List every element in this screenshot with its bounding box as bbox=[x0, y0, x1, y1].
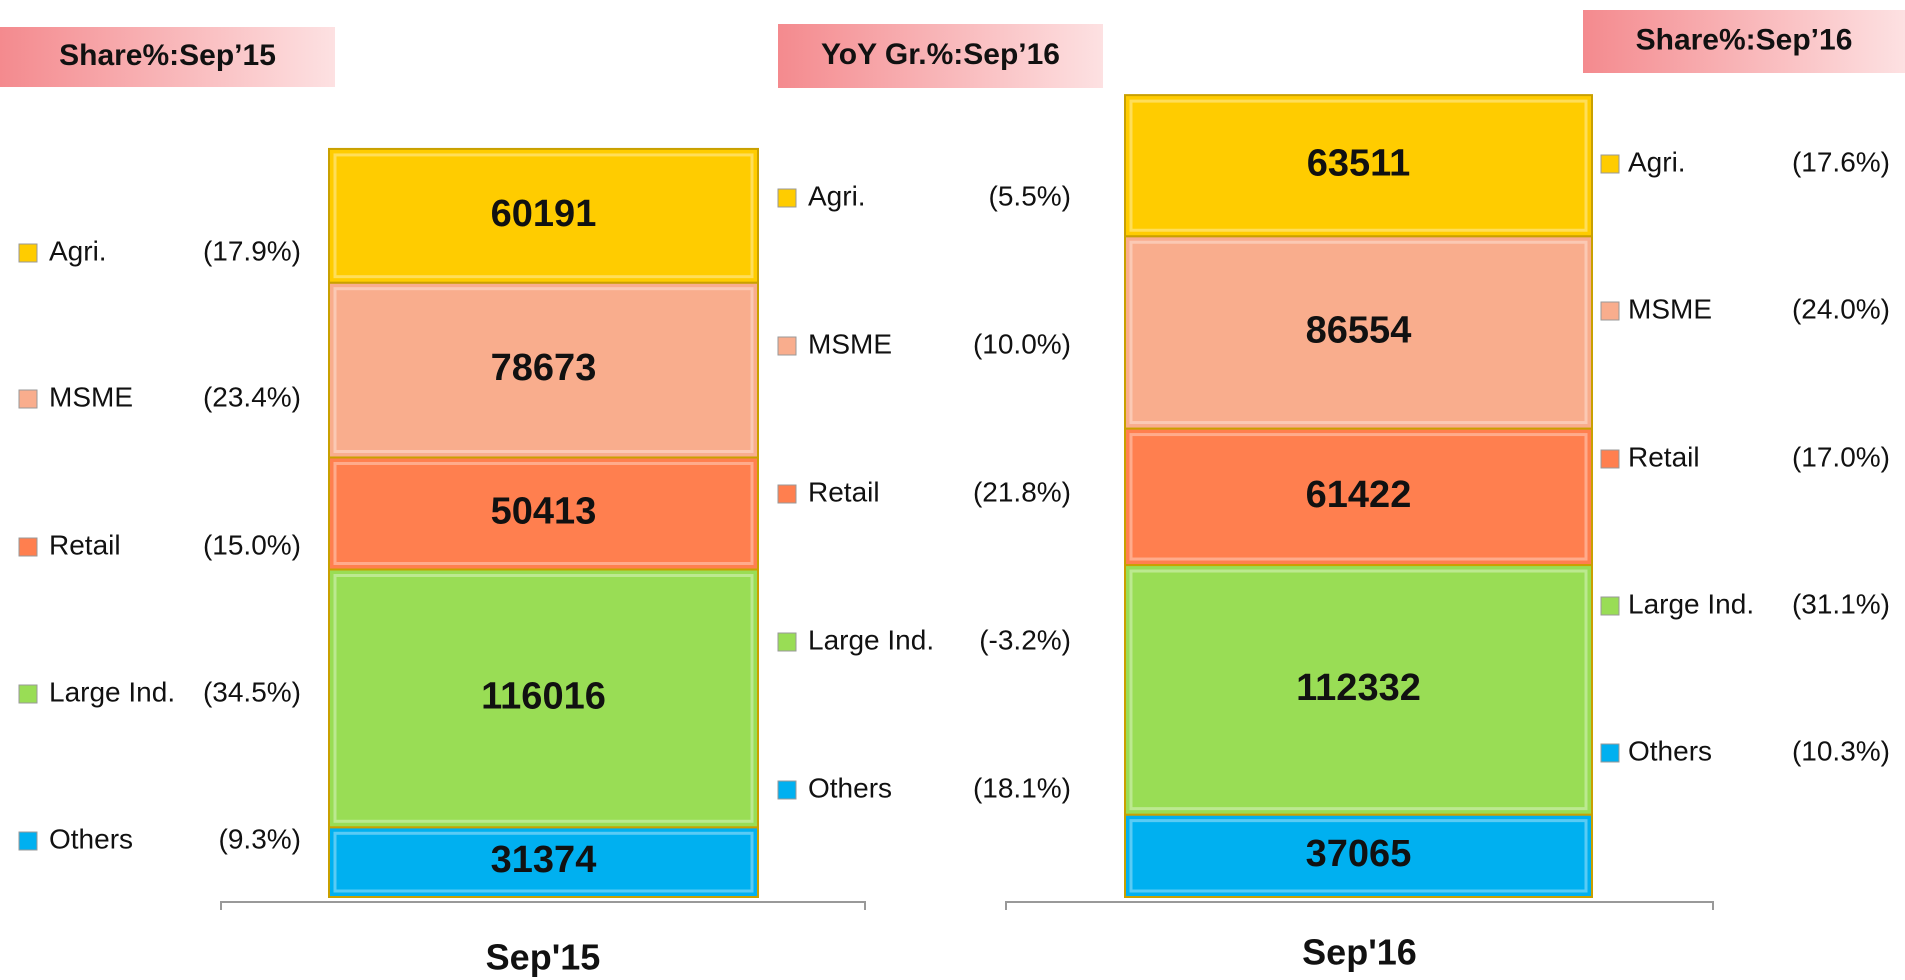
legend-marker bbox=[777, 336, 797, 356]
panel-header bbox=[0, 27, 335, 87]
legend-value: (17.0%) bbox=[1792, 441, 1890, 472]
bar-segment bbox=[1124, 427, 1593, 567]
legend-marker bbox=[1600, 154, 1620, 174]
legend-marker bbox=[1600, 449, 1620, 469]
panel-header bbox=[778, 24, 1103, 88]
legend-value: (10.0%) bbox=[973, 328, 1071, 359]
legend-value: (21.8%) bbox=[973, 476, 1071, 507]
legend-name: Retail bbox=[49, 529, 121, 560]
legend-name: Retail bbox=[1628, 441, 1700, 472]
panel-header bbox=[1583, 10, 1905, 73]
bar-segment bbox=[1124, 94, 1593, 238]
legend-value: (5.5%) bbox=[989, 180, 1071, 211]
legend-value: (17.6%) bbox=[1792, 146, 1890, 177]
legend-marker bbox=[18, 243, 38, 263]
legend-name: MSME bbox=[49, 381, 133, 412]
data-label: 60191 bbox=[491, 193, 597, 235]
panel-title: Share%:Sep’16 bbox=[1636, 23, 1853, 56]
legend-value: (24.0%) bbox=[1792, 293, 1890, 324]
data-label: 50413 bbox=[491, 491, 597, 533]
data-label: 37065 bbox=[1306, 833, 1412, 875]
legend-name: Others bbox=[808, 772, 892, 803]
data-label: 61422 bbox=[1306, 474, 1412, 516]
legend-name: Large Ind. bbox=[1628, 588, 1754, 619]
bevel bbox=[333, 461, 754, 565]
data-label: 86554 bbox=[1306, 309, 1412, 351]
legend-marker bbox=[777, 632, 797, 652]
bar-segment bbox=[328, 826, 759, 899]
legend-value: (9.3%) bbox=[219, 823, 301, 854]
legend-marker bbox=[18, 389, 38, 409]
legend-value: (15.0%) bbox=[203, 529, 301, 560]
legend-marker bbox=[1600, 301, 1620, 321]
legend-marker bbox=[777, 484, 797, 504]
legend-value: (-3.2%) bbox=[979, 624, 1071, 655]
legend-marker bbox=[777, 780, 797, 800]
legend-name: Large Ind. bbox=[808, 624, 934, 655]
legend-marker bbox=[18, 831, 38, 851]
legend-value: (17.9%) bbox=[203, 235, 301, 266]
legend-value: (31.1%) bbox=[1792, 588, 1890, 619]
axis-line bbox=[220, 901, 866, 910]
panel-title: Share%:Sep’15 bbox=[59, 39, 276, 72]
legend-name: Agri. bbox=[49, 235, 107, 266]
bevel bbox=[1129, 99, 1588, 232]
bevel bbox=[333, 573, 754, 823]
data-label: 116016 bbox=[481, 675, 606, 717]
bar-segment bbox=[328, 281, 759, 459]
bar-segment bbox=[1124, 813, 1593, 898]
legend-value: (18.1%) bbox=[973, 772, 1071, 803]
bevel bbox=[333, 287, 754, 453]
legend-name: Agri. bbox=[808, 180, 866, 211]
data-label: 63511 bbox=[1307, 143, 1411, 185]
bevel bbox=[333, 831, 754, 893]
legend-name: Large Ind. bbox=[49, 676, 175, 707]
bevel bbox=[1129, 569, 1588, 811]
legend-name: Others bbox=[49, 823, 133, 854]
data-label: 31374 bbox=[491, 839, 597, 881]
legend-value: (23.4%) bbox=[203, 381, 301, 412]
x-tick-label: Sep'16 bbox=[1302, 932, 1417, 973]
legend-marker bbox=[18, 537, 38, 557]
bar-segment bbox=[1124, 235, 1593, 430]
axis-line bbox=[1005, 901, 1714, 910]
legend-name: Others bbox=[1628, 735, 1712, 766]
legend-name: MSME bbox=[808, 328, 892, 359]
legend-marker bbox=[1600, 596, 1620, 616]
bevel bbox=[1129, 819, 1588, 893]
panel-title: YoY Gr.%:Sep’16 bbox=[821, 38, 1060, 71]
legend-marker bbox=[1600, 743, 1620, 763]
legend-name: Agri. bbox=[1628, 146, 1686, 177]
legend-marker bbox=[777, 188, 797, 208]
legend-value: (34.5%) bbox=[203, 676, 301, 707]
bar-segment bbox=[328, 147, 759, 284]
data-label: 78673 bbox=[491, 347, 597, 389]
bar-segment bbox=[328, 456, 759, 571]
data-label: 112332 bbox=[1296, 667, 1421, 709]
bevel bbox=[333, 153, 754, 279]
x-tick-label: Sep'15 bbox=[486, 937, 601, 978]
bar-segment bbox=[328, 568, 759, 829]
bevel bbox=[1129, 433, 1588, 561]
legend-marker bbox=[18, 684, 38, 704]
legend-value: (10.3%) bbox=[1792, 735, 1890, 766]
legend-name: MSME bbox=[1628, 293, 1712, 324]
legend-name: Retail bbox=[808, 476, 880, 507]
bevel bbox=[1129, 240, 1588, 425]
